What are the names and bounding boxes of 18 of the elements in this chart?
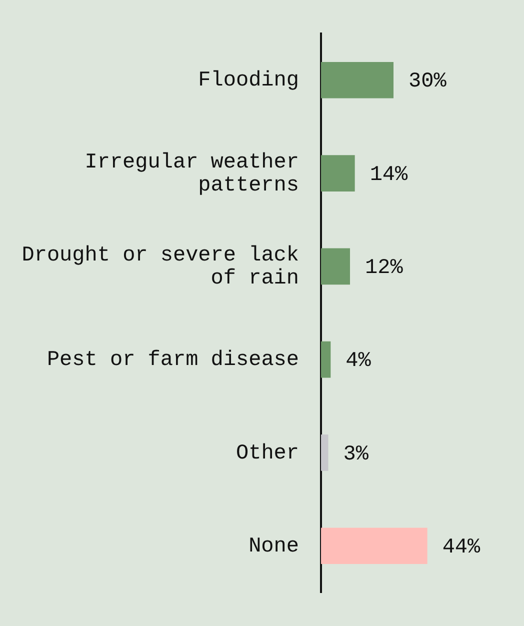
data-label: 14% [370, 164, 408, 187]
bar [321, 248, 350, 285]
y-tick-label: Flooding [198, 70, 299, 93]
data-label: 3% [343, 443, 369, 466]
bar [321, 434, 328, 471]
data-label: 30% [408, 70, 447, 94]
y-tick-label: Drought or severe lack of rain [22, 244, 299, 291]
data-label: 4% [346, 350, 372, 374]
y-tick-label: None [248, 535, 299, 558]
bar [321, 155, 355, 192]
y-tick-label: Pest or farm disease [46, 349, 299, 372]
bar [321, 341, 331, 378]
bar [321, 62, 394, 98]
y-tick-label: Other [236, 442, 299, 466]
data-label: 12% [365, 256, 404, 280]
data-label: 44% [442, 536, 481, 560]
y-tick-label: Irregular weather patterns [84, 151, 299, 198]
bar [321, 528, 428, 564]
